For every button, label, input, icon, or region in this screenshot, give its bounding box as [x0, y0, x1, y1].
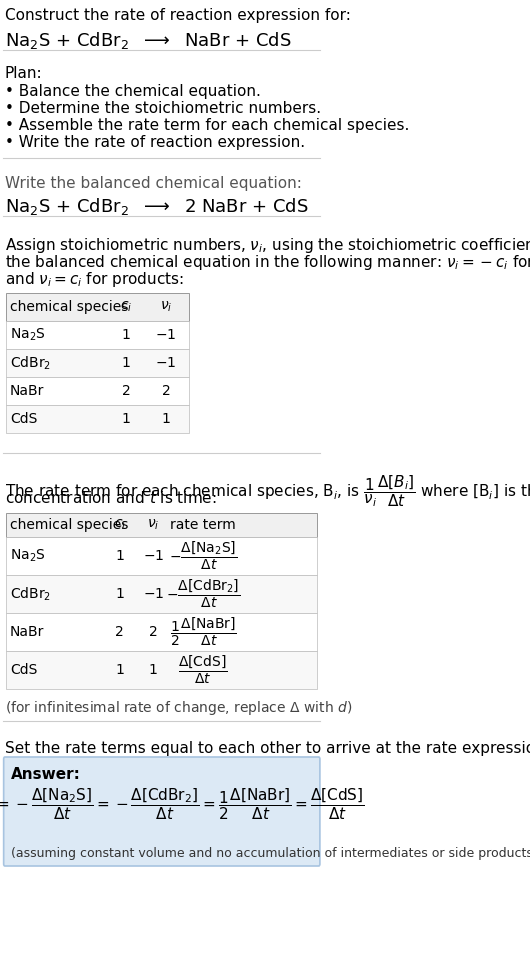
Text: $-\dfrac{\Delta[\mathrm{Na_2S}]}{\Delta t}$: $-\dfrac{\Delta[\mathrm{Na_2S}]}{\Delta … [169, 540, 237, 572]
Text: rate term: rate term [171, 518, 236, 532]
Text: 1: 1 [149, 663, 157, 677]
Text: • Assemble the rate term for each chemical species.: • Assemble the rate term for each chemic… [5, 118, 409, 133]
Text: $-1$: $-1$ [155, 328, 176, 342]
Text: 1: 1 [122, 356, 131, 370]
Text: CdBr$_2$: CdBr$_2$ [10, 586, 51, 603]
FancyBboxPatch shape [4, 757, 320, 866]
Text: Construct the rate of reaction expression for:: Construct the rate of reaction expressio… [5, 8, 351, 23]
Text: Plan:: Plan: [5, 66, 42, 81]
Bar [6, 513, 317, 537]
Text: the balanced chemical equation in the following manner: $\nu_i = -c_i$ for react: the balanced chemical equation in the fo… [5, 253, 530, 272]
Text: • Balance the chemical equation.: • Balance the chemical equation. [5, 84, 261, 99]
Text: (for infinitesimal rate of change, replace $\Delta$ with $d$): (for infinitesimal rate of change, repla… [5, 699, 352, 717]
Bar [6, 537, 317, 575]
Text: Na$_2$S: Na$_2$S [10, 327, 46, 344]
Text: CdBr$_2$: CdBr$_2$ [10, 354, 51, 372]
Text: 1: 1 [115, 663, 124, 677]
Text: CdS: CdS [10, 412, 37, 426]
Text: Na$_2$S + CdBr$_2$  $\longrightarrow$  2 NaBr + CdS: Na$_2$S + CdBr$_2$ $\longrightarrow$ 2 N… [5, 196, 308, 217]
Text: NaBr: NaBr [10, 384, 44, 398]
Bar [6, 613, 317, 651]
Text: 2: 2 [116, 625, 124, 639]
Text: $\nu_i$: $\nu_i$ [160, 300, 172, 314]
Text: Na$_2$S + CdBr$_2$  $\longrightarrow$  NaBr + CdS: Na$_2$S + CdBr$_2$ $\longrightarrow$ NaB… [5, 30, 292, 51]
Bar [6, 321, 189, 349]
Text: concentration and $t$ is time:: concentration and $t$ is time: [5, 490, 217, 506]
Text: 2: 2 [162, 384, 171, 398]
Text: The rate term for each chemical species, B$_i$, is $\dfrac{1}{\nu_i}\dfrac{\Delt: The rate term for each chemical species,… [5, 473, 530, 508]
Text: 1: 1 [115, 587, 124, 601]
Text: • Write the rate of reaction expression.: • Write the rate of reaction expression. [5, 135, 305, 150]
Text: chemical species: chemical species [10, 300, 128, 314]
Text: Write the balanced chemical equation:: Write the balanced chemical equation: [5, 176, 302, 191]
Bar [6, 575, 317, 613]
Text: $\dfrac{\Delta[\mathrm{CdS}]}{\Delta t}$: $\dfrac{\Delta[\mathrm{CdS}]}{\Delta t}$ [179, 654, 228, 686]
Text: NaBr: NaBr [10, 625, 44, 639]
Text: rate $= -\dfrac{\Delta[\mathrm{Na_2S}]}{\Delta t} = -\dfrac{\Delta[\mathrm{CdBr_: rate $= -\dfrac{\Delta[\mathrm{Na_2S}]}{… [0, 786, 365, 822]
Text: $\dfrac{1}{2}\dfrac{\Delta[\mathrm{NaBr}]}{\Delta t}$: $\dfrac{1}{2}\dfrac{\Delta[\mathrm{NaBr}… [170, 616, 237, 648]
Text: $-1$: $-1$ [155, 356, 176, 370]
Bar [6, 651, 317, 689]
Text: $\nu_i$: $\nu_i$ [147, 518, 160, 532]
Text: Na$_2$S: Na$_2$S [10, 548, 46, 564]
Text: and $\nu_i = c_i$ for products:: and $\nu_i = c_i$ for products: [5, 270, 184, 289]
Text: 2: 2 [122, 384, 131, 398]
Text: $c_i$: $c_i$ [120, 300, 132, 314]
Text: CdS: CdS [10, 663, 37, 677]
Text: 1: 1 [122, 412, 131, 426]
Text: • Determine the stoichiometric numbers.: • Determine the stoichiometric numbers. [5, 101, 321, 116]
Bar [6, 405, 189, 433]
Bar [6, 349, 189, 377]
Text: 1: 1 [122, 328, 131, 342]
Bar [6, 293, 189, 321]
Text: $-1$: $-1$ [143, 587, 164, 601]
Text: Assign stoichiometric numbers, $\nu_i$, using the stoichiometric coefficients, $: Assign stoichiometric numbers, $\nu_i$, … [5, 236, 530, 255]
Text: (assuming constant volume and no accumulation of intermediates or side products): (assuming constant volume and no accumul… [11, 847, 530, 860]
Text: $c_i$: $c_i$ [113, 518, 126, 532]
Text: 1: 1 [162, 412, 171, 426]
Text: $-\dfrac{\Delta[\mathrm{CdBr_2}]}{\Delta t}$: $-\dfrac{\Delta[\mathrm{CdBr_2}]}{\Delta… [166, 578, 241, 610]
Text: chemical species: chemical species [10, 518, 128, 532]
Text: $-1$: $-1$ [143, 549, 164, 563]
Text: 2: 2 [149, 625, 157, 639]
Text: Set the rate terms equal to each other to arrive at the rate expression:: Set the rate terms equal to each other t… [5, 741, 530, 756]
Text: Answer:: Answer: [11, 767, 81, 782]
Text: 1: 1 [115, 549, 124, 563]
Bar [6, 377, 189, 405]
